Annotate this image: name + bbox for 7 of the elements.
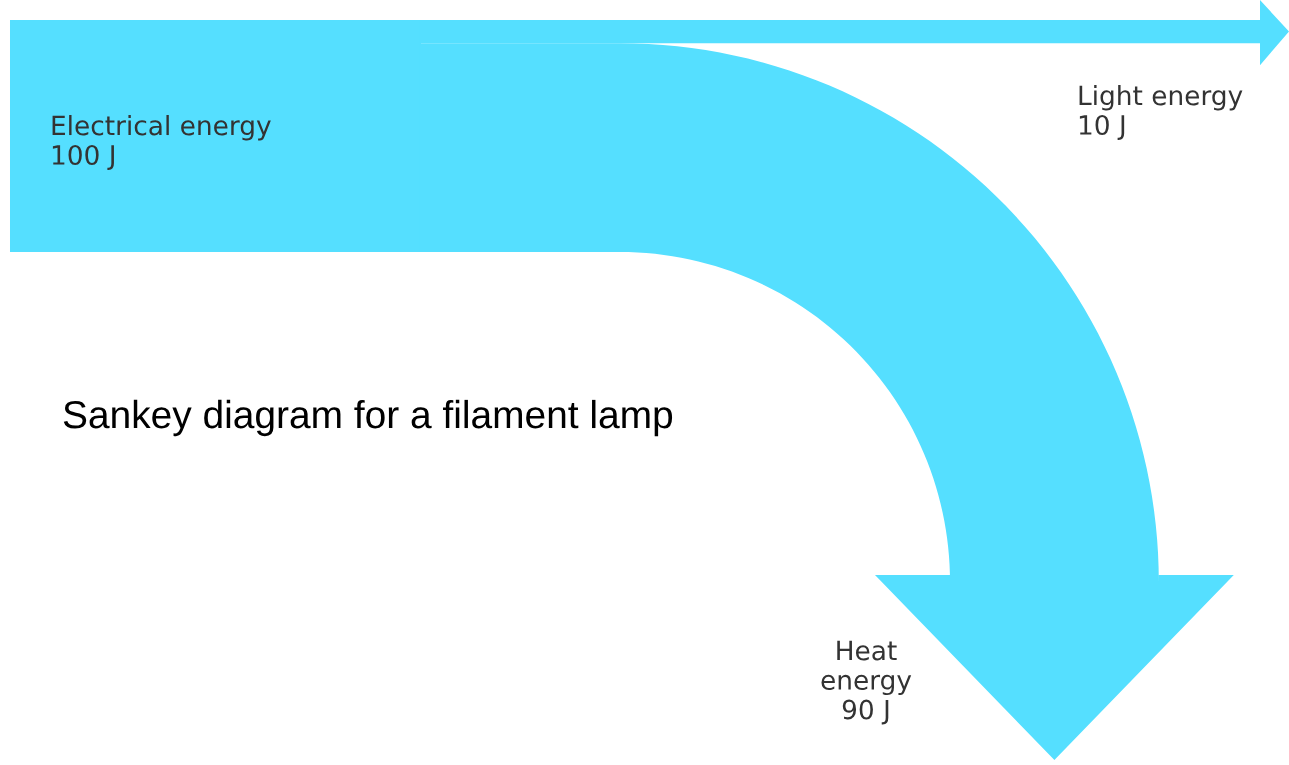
data-label: 10 J (1079, 115, 1125, 140)
category-label: Light energy (1079, 85, 1243, 111)
category-label: Heat energy (821, 640, 912, 696)
data-label: 90 J (842, 699, 889, 725)
data-label: 100 J (52, 145, 114, 170)
category-label: Electrical energy (52, 115, 271, 141)
text: Sankey diagram for a filament lamp (63, 399, 673, 437)
